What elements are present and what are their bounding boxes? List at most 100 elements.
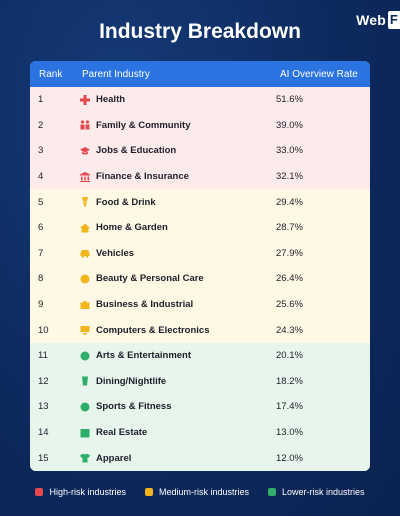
industry-cell: Arts & Entertainment — [78, 350, 274, 361]
legend-swatch — [35, 488, 44, 496]
industry-cell: Apparel — [78, 453, 274, 464]
table-row: 2 Family & Community 39.0% — [30, 112, 370, 139]
industry-name: Business & Industrial — [96, 299, 194, 311]
legend-swatch — [268, 488, 277, 496]
legend-item-high: High-risk industries — [35, 487, 126, 497]
rank-cell: 3 — [38, 145, 44, 157]
legend-label: High-risk industries — [49, 487, 126, 497]
rank-cell: 10 — [38, 324, 49, 336]
table-row: 5 Food & Drink 29.4% — [30, 189, 370, 215]
rank-cell: 8 — [38, 273, 44, 285]
rate-cell: 26.4% — [276, 273, 303, 285]
table-row: 3 Jobs & Education 33.0% — [30, 138, 370, 164]
rate-cell: 39.0% — [276, 119, 303, 131]
family-icon — [80, 120, 90, 130]
industry-cell: Food & Drink — [78, 197, 274, 208]
page-title: Industry Breakdown — [99, 20, 301, 43]
industry-cell: Jobs & Education — [78, 145, 274, 156]
industry-name: Real Estate — [96, 427, 148, 439]
house-icon — [80, 223, 90, 233]
rate-cell: 24.3% — [276, 324, 303, 336]
brand-logo: Web F — [356, 10, 400, 30]
industry-cell: Business & Industrial — [78, 299, 274, 310]
rank-cell: 6 — [38, 222, 44, 234]
industry-name: Jobs & Education — [96, 145, 177, 157]
industry-name: Arts & Entertainment — [96, 350, 192, 362]
rate-cell: 27.9% — [276, 247, 303, 259]
table-body: 1 Health 51.6% 2 Family & Community 39.0% 3 Job… — [30, 87, 370, 471]
header-rank: Rank — [39, 68, 63, 80]
table-header: Rank Parent Industry AI Overview Rate — [30, 61, 370, 87]
palette-icon — [80, 351, 90, 361]
table-row: 12 Dining/Nightlife 18.2% — [30, 368, 370, 395]
legend-item-medium: Medium-risk industries — [144, 487, 249, 497]
industry-cell: Dining/Nightlife — [78, 376, 274, 387]
food-icon — [80, 197, 90, 208]
table-row: 11 Arts & Entertainment 20.1% — [30, 342, 370, 369]
industry-name: Sports & Fitness — [96, 401, 172, 413]
rate-cell: 20.1% — [276, 350, 303, 362]
rate-cell: 18.2% — [276, 375, 303, 387]
industry-cell: Beauty & Personal Care — [78, 273, 274, 284]
brand-text: Web — [356, 12, 386, 28]
header-industry: Parent Industry — [82, 68, 150, 80]
medical-cross-icon — [80, 94, 90, 105]
rank-cell: 9 — [38, 299, 44, 311]
beauty-icon — [80, 274, 90, 284]
table-row: 9 Business & Industrial 25.6% — [30, 291, 370, 318]
graduation-cap-icon — [80, 146, 90, 156]
brand-box: F — [388, 11, 400, 29]
industry-name: Food & Drink — [96, 196, 156, 208]
rate-cell: 51.6% — [276, 94, 303, 106]
rate-cell: 29.4% — [276, 196, 303, 208]
rank-cell: 11 — [38, 350, 48, 362]
industry-name: Vehicles — [96, 247, 135, 259]
table-row: 1 Health 51.6% — [30, 87, 370, 113]
shirt-icon — [80, 453, 90, 463]
rate-cell: 12.0% — [276, 452, 303, 464]
rank-cell: 13 — [38, 401, 49, 413]
rank-cell: 7 — [38, 247, 44, 259]
industry-name: Family & Community — [96, 119, 191, 131]
header-rate: AI Overview Rate — [280, 68, 358, 80]
industry-cell: Health — [78, 94, 274, 105]
industry-cell: Real Estate — [78, 427, 274, 438]
table-row: 13 Sports & Fitness 17.4% — [30, 394, 370, 420]
table-row: 6 Home & Garden 28.7% — [30, 214, 370, 241]
industry-cell: Computers & Electronics — [78, 325, 274, 336]
industry-name: Finance & Insurance — [96, 171, 189, 183]
legend: High-risk industries Medium-risk industri… — [0, 487, 400, 497]
rank-cell: 5 — [38, 196, 44, 208]
table-row: 10 Computers & Electronics 24.3% — [30, 317, 370, 343]
table-row: 7 Vehicles 27.9% — [30, 240, 370, 267]
rank-cell: 1 — [38, 94, 44, 106]
industry-cell: Home & Garden — [78, 222, 274, 233]
legend-item-low: Lower-risk industries — [268, 487, 365, 497]
table-row: 14 Real Estate 13.0% — [30, 419, 370, 446]
industry-cell: Family & Community — [78, 120, 274, 131]
table-row: 4 Finance & Insurance 32.1% — [30, 163, 370, 190]
legend-swatch — [144, 488, 153, 496]
car-icon — [80, 248, 90, 259]
real-estate-icon — [80, 428, 90, 438]
industry-name: Computers & Electronics — [96, 324, 210, 336]
rank-cell: 12 — [38, 375, 49, 387]
industry-table: Rank Parent Industry AI Overview Rate 1 H… — [30, 61, 370, 471]
industry-name: Beauty & Personal Care — [96, 273, 204, 285]
industry-cell: Sports & Fitness — [78, 401, 274, 412]
industry-name: Health — [96, 94, 126, 106]
drink-icon — [80, 376, 90, 386]
rate-cell: 17.4% — [276, 401, 303, 413]
rate-cell: 13.0% — [276, 427, 303, 439]
rate-cell: 32.1% — [276, 171, 303, 183]
rank-cell: 2 — [38, 119, 44, 131]
rank-cell: 14 — [38, 427, 49, 439]
industry-cell: Vehicles — [78, 248, 274, 259]
rank-cell: 4 — [38, 171, 44, 183]
industry-name: Apparel — [96, 452, 132, 464]
legend-label: Lower-risk industries — [282, 487, 365, 497]
bank-icon — [80, 171, 90, 182]
computer-icon — [80, 325, 90, 335]
ball-icon — [80, 402, 90, 412]
rate-cell: 25.6% — [276, 299, 303, 311]
